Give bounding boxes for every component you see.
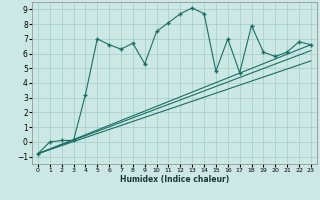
- X-axis label: Humidex (Indice chaleur): Humidex (Indice chaleur): [120, 175, 229, 184]
